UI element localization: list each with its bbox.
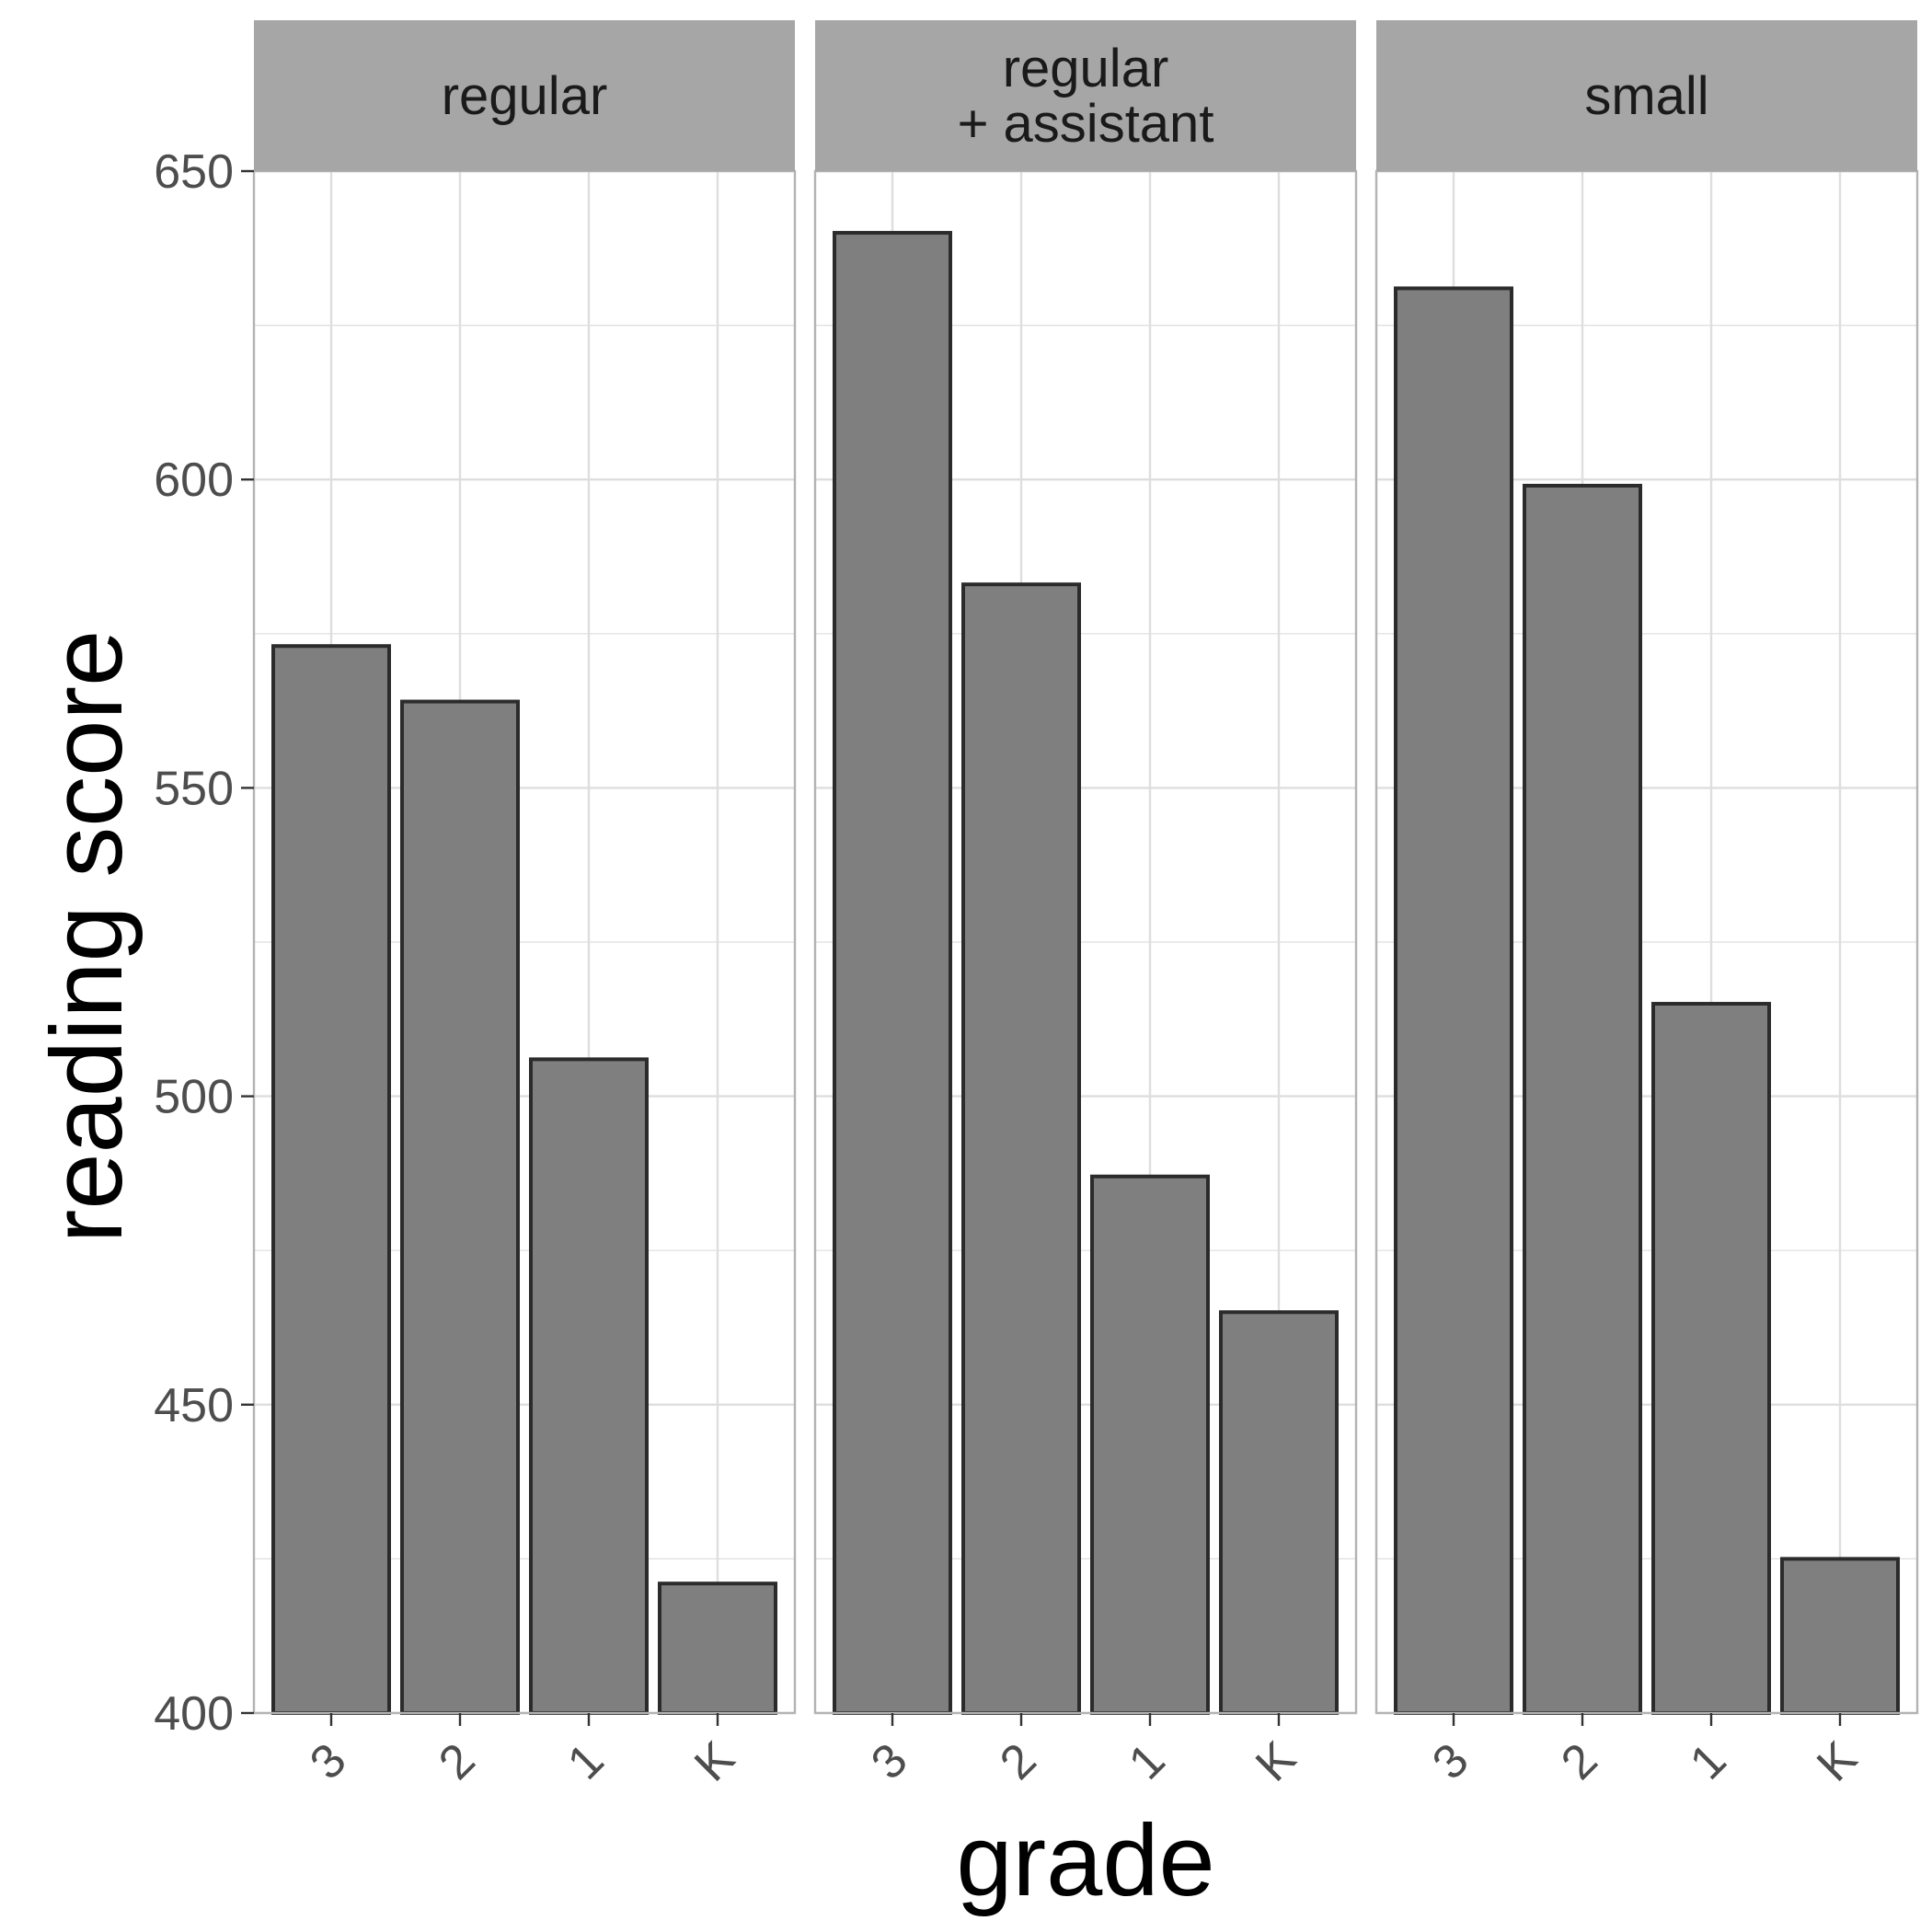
x-tick-label: K <box>1246 1731 1306 1792</box>
bar-K <box>1219 1310 1339 1715</box>
strip-label: small <box>1584 66 1708 126</box>
bar-3 <box>1394 286 1513 1716</box>
bar-2 <box>1523 483 1642 1715</box>
strip-background <box>254 20 795 171</box>
panel-1: regular + assistant 3 2 1 K <box>813 20 1358 1792</box>
y-axis-title: reading score <box>30 630 144 1244</box>
y-axis: 400 450 500 550 600 650 <box>154 145 254 1741</box>
bar-2 <box>400 699 520 1716</box>
bar-K <box>1780 1557 1900 1716</box>
bar-K <box>658 1581 777 1715</box>
bar-3 <box>271 644 391 1715</box>
panel-0: regular 3 2 1 K <box>252 20 797 1792</box>
x-tick-label: 1 <box>558 1733 614 1789</box>
y-tick-label: 400 <box>154 1687 234 1741</box>
x-tick-label: 3 <box>300 1733 356 1789</box>
x-tick-label: K <box>1807 1731 1868 1792</box>
y-tick-label: 550 <box>154 762 234 815</box>
x-tick-label: 2 <box>1551 1733 1607 1789</box>
panel-2: small 3 2 1 K <box>1374 20 1919 1792</box>
y-tick-label: 450 <box>154 1379 234 1432</box>
strip-background <box>1376 20 1917 171</box>
strip-background <box>815 20 1356 171</box>
x-tick-label: 3 <box>1422 1733 1478 1789</box>
strip-label: regular + assistant <box>958 39 1214 154</box>
y-tick-label: 650 <box>154 145 234 199</box>
x-tick-label: 2 <box>429 1733 485 1789</box>
bar-1 <box>529 1057 649 1715</box>
bar-1 <box>1090 1174 1210 1715</box>
x-tick-label: K <box>684 1731 745 1792</box>
bar-3 <box>833 231 952 1715</box>
y-tick-label: 600 <box>154 454 234 507</box>
strip-label: regular <box>442 66 608 126</box>
x-tick-label: 3 <box>861 1733 917 1789</box>
x-tick-label: 2 <box>990 1733 1046 1789</box>
x-axis-title: grade <box>956 1804 1214 1917</box>
bar-2 <box>961 582 1081 1716</box>
x-tick-label: 1 <box>1119 1733 1175 1789</box>
y-tick-label: 500 <box>154 1071 234 1124</box>
bar-1 <box>1651 1002 1771 1716</box>
x-tick-label: 1 <box>1680 1733 1736 1789</box>
